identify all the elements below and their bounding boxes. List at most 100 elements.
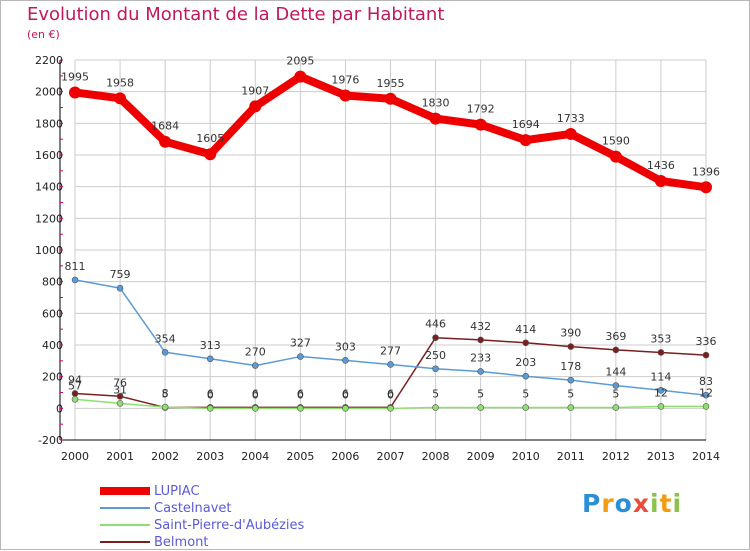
data-point [522,339,530,347]
data-label: 5 [522,388,529,401]
data-point [161,403,169,411]
data-label: 250 [425,349,446,362]
data-label: 144 [605,366,626,379]
data-label: 432 [470,320,491,333]
logo-letter: r [601,489,615,518]
data-point [116,392,124,400]
data-point [432,404,439,411]
data-point [116,284,124,292]
data-point [206,405,214,412]
data-label: 31 [113,383,127,396]
data-label: 446 [425,318,446,331]
data-label: 5 [567,388,574,401]
logo-letter: i [650,489,660,518]
data-label: 6 [252,387,259,400]
logo-letter: t [659,489,673,518]
y-tick-label: 800 [42,276,63,289]
x-tick-label: 2004 [241,450,269,463]
data-label: 12 [654,386,668,399]
data-point [71,276,79,284]
data-label: 0 [387,388,394,401]
data-label: 336 [696,335,717,348]
data-label: 277 [380,344,401,357]
data-point [249,100,262,113]
legend-label: Saint-Pierre-d'Aubézies [154,518,305,533]
data-point [339,89,352,102]
data-point [702,403,710,410]
data-label: 8 [162,387,169,400]
data-point [294,70,307,83]
data-label: 94 [68,373,82,386]
x-tick-label: 2000 [61,450,89,463]
y-tick-label: 1400 [35,181,63,194]
data-label: 1694 [512,118,540,131]
x-tick-label: 2011 [557,450,585,463]
x-tick-label: 2007 [377,450,405,463]
data-label: 354 [155,332,176,345]
data-point [567,404,575,411]
y-tick-label: 400 [42,339,63,352]
data-label: 6 [387,387,394,400]
data-label: 1436 [647,159,675,172]
data-point [159,135,172,148]
data-label: 5 [477,388,484,401]
legend-label: LUPIAC [154,484,200,499]
data-point [71,396,79,403]
data-label: 1976 [331,73,359,86]
y-tick-label: 1000 [35,244,63,257]
data-label: 1958 [106,76,134,89]
data-label: 1733 [557,112,585,125]
data-point [69,86,81,99]
data-point [206,355,214,363]
data-label: 57 [68,379,82,392]
data-label: 811 [65,260,86,273]
data-label: 83 [699,375,713,388]
y-tick-label: 2200 [35,54,63,67]
data-point [477,336,484,344]
data-point [609,150,622,163]
data-label: 303 [335,340,356,353]
data-point [657,349,665,356]
legend-swatch [100,507,150,509]
data-point [477,368,484,375]
data-point [657,386,665,394]
y-tick-label: -200 [38,434,63,447]
data-label: 390 [560,327,581,340]
data-label: 1684 [151,120,179,133]
data-label: 1396 [692,165,720,178]
data-point [342,405,349,412]
legend-swatch [100,487,150,495]
data-point [474,118,487,131]
data-point [522,372,530,380]
data-label: 203 [515,356,536,369]
data-point [612,346,620,354]
data-label: 0 [342,388,349,401]
data-point [204,148,217,161]
data-label: 2095 [286,55,314,68]
data-label: 76 [113,376,127,389]
data-label: 1830 [422,97,450,110]
data-point [429,112,442,125]
x-tick-label: 2014 [692,450,720,463]
data-label: 1907 [241,84,269,97]
y-tick-label: 2000 [35,86,63,99]
data-point [432,365,439,373]
proxiti-logo: Proxiti [582,489,682,518]
data-label: 178 [560,360,581,373]
y-tick-label: 200 [42,371,63,384]
data-label: 114 [650,370,671,383]
data-point [387,361,394,368]
legend-label: Belmont [154,535,209,550]
data-label: 0 [252,388,259,401]
x-tick-label: 2012 [602,450,630,463]
data-label: 5 [612,388,619,401]
data-label: 759 [110,268,131,281]
data-point [522,404,530,411]
y-tick-label: 1800 [35,117,63,130]
legend-swatch [100,541,150,543]
data-point [654,174,667,187]
x-tick-label: 2008 [422,450,450,463]
data-label: 233 [470,351,491,364]
data-point [384,92,397,105]
